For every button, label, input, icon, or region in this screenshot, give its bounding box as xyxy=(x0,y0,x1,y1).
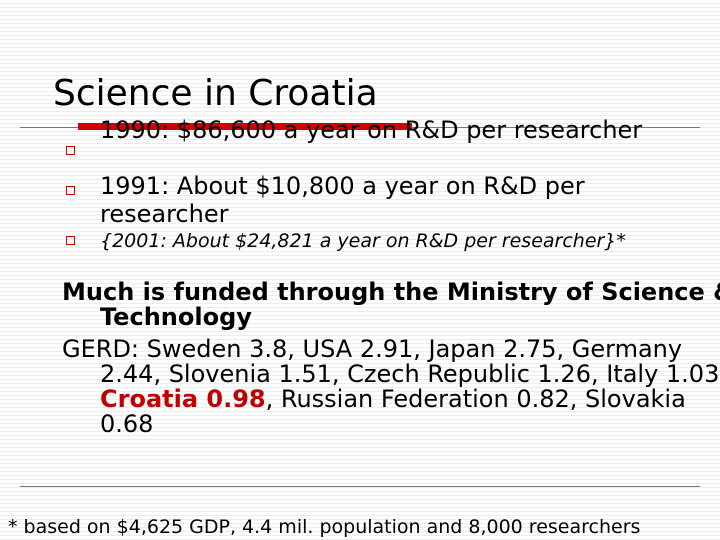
gerd-list-text: GERD: Sweden 3.8, USA 2.91, Japan 2.75, … xyxy=(62,335,720,388)
bullet-1990: 1990: $86,600 a year on R&D per research… xyxy=(100,116,643,144)
funding-note: Much is funded through the Ministry of S… xyxy=(62,280,720,330)
bullet-1991: 1991: About $10,800 a year on R&D per re… xyxy=(100,172,585,228)
croatia-highlight: Croatia 0.98 xyxy=(100,385,266,413)
footer-divider xyxy=(20,486,700,487)
funding-text: Much is funded through the Ministry of S… xyxy=(62,278,720,331)
slide-title: Science in Croatia xyxy=(53,73,378,114)
footnote: * based on $4,625 GDP, 4.4 mil. populati… xyxy=(8,516,641,538)
gerd-list-end: , Russian Federation 0.82, Slovakia 0.68 xyxy=(100,385,686,438)
gerd-list: GERD: Sweden 3.8, USA 2.91, Japan 2.75, … xyxy=(62,337,720,437)
bullet-square-icon xyxy=(66,186,75,195)
bullet-2001: {2001: About $24,821 a year on R&D per r… xyxy=(100,230,626,252)
accent-bar xyxy=(78,123,412,130)
bullet-square-icon xyxy=(66,146,75,155)
bullet-square-icon xyxy=(66,236,75,245)
